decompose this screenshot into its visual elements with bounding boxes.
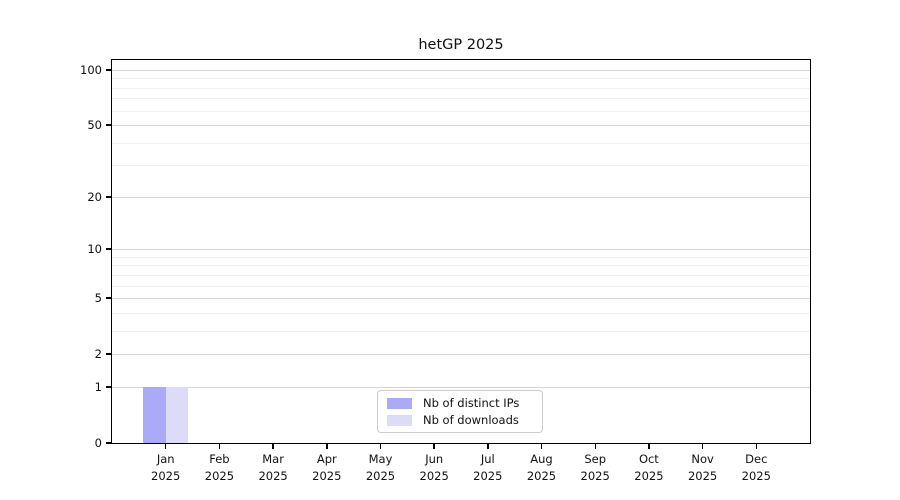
x-tick-mark xyxy=(648,444,650,449)
gridline-minor xyxy=(112,110,810,112)
x-tick-month: Jul xyxy=(480,452,495,466)
gridline-minor xyxy=(112,274,810,276)
x-tick-mark xyxy=(379,444,382,449)
x-tick-year: 2025 xyxy=(204,469,235,483)
gridline-minor xyxy=(112,78,810,80)
x-tick-label: Dec 2025 xyxy=(724,451,788,485)
x-tick-label: Jun 2025 xyxy=(402,451,466,485)
x-tick-mark xyxy=(218,444,221,449)
y-tick-mark xyxy=(106,248,111,250)
y-tick-mark xyxy=(106,69,111,71)
y-tick-label: 50 xyxy=(87,118,102,132)
x-tick-month: Sep xyxy=(584,452,607,466)
gridline-minor xyxy=(112,312,810,314)
x-tick-mark xyxy=(326,444,328,449)
gridline-minor xyxy=(112,87,810,89)
y-tick-mark xyxy=(106,196,111,198)
x-tick-month: Mar xyxy=(262,452,284,466)
x-tick-mark xyxy=(701,444,704,449)
gridline-major xyxy=(112,196,810,198)
x-tick-mark xyxy=(755,444,758,449)
x-tick-mark xyxy=(487,444,489,449)
legend-swatch-downloads xyxy=(387,414,412,426)
x-tick-label: Oct 2025 xyxy=(617,451,681,485)
gridline-major xyxy=(112,69,810,71)
gridline-major xyxy=(112,249,810,251)
x-tick-mark xyxy=(272,444,274,449)
bar-distinct-ips xyxy=(143,386,166,443)
x-tick-year: 2025 xyxy=(258,469,288,483)
y-tick-label: 10 xyxy=(87,242,102,257)
gridline-minor xyxy=(112,98,810,100)
legend-label-distinct-ips: Nb of distinct IPs xyxy=(423,396,520,410)
x-tick-mark xyxy=(433,444,435,449)
x-tick-label: Aug 2025 xyxy=(510,451,574,485)
y-tick-label: 20 xyxy=(87,189,102,204)
y-tick-label: 100 xyxy=(80,62,102,77)
x-tick-month: Jun xyxy=(425,452,444,466)
x-tick-year: 2025 xyxy=(687,469,718,483)
gridline-minor xyxy=(112,142,810,144)
x-tick-mark xyxy=(594,444,596,449)
x-tick-year: 2025 xyxy=(526,469,557,483)
x-tick-year: 2025 xyxy=(312,469,342,483)
y-tick-mark xyxy=(106,353,111,355)
x-tick-label: Jan 2025 xyxy=(134,451,198,485)
x-tick-year: 2025 xyxy=(634,469,664,483)
y-tick-label: 5 xyxy=(94,291,102,306)
gridline-major xyxy=(112,125,810,126)
legend-swatch-distinct-ips xyxy=(387,397,412,409)
x-tick-label: Mar 2025 xyxy=(241,451,305,485)
x-tick-month: Aug xyxy=(530,452,553,466)
legend-entry-downloads: Nb of downloads xyxy=(387,413,542,427)
x-tick-year: 2025 xyxy=(419,469,449,483)
gridline-major xyxy=(112,298,810,300)
gridline-minor xyxy=(112,330,810,332)
gridline-minor xyxy=(112,256,810,258)
x-tick-label: Apr 2025 xyxy=(295,451,359,485)
x-tick-label: Feb 2025 xyxy=(187,451,251,485)
x-tick-year: 2025 xyxy=(365,469,396,483)
y-tick-label: 1 xyxy=(94,379,102,394)
y-tick-label: 2 xyxy=(94,347,102,362)
y-tick-mark xyxy=(106,297,111,299)
x-tick-year: 2025 xyxy=(580,469,610,483)
bar-downloads xyxy=(165,386,189,443)
x-tick-month: Nov xyxy=(691,452,714,466)
x-tick-label: Jul 2025 xyxy=(456,451,520,485)
x-tick-mark xyxy=(164,444,167,449)
chart-title: hetGP 2025 xyxy=(418,37,504,53)
x-tick-label: Nov 2025 xyxy=(671,451,735,485)
x-tick-year: 2025 xyxy=(741,469,771,483)
y-tick-mark xyxy=(106,124,111,126)
x-tick-month: Oct xyxy=(638,452,659,466)
x-tick-mark xyxy=(540,444,543,449)
legend: Nb of distinct IPs Nb of downloads xyxy=(377,390,543,433)
gridline-major xyxy=(112,354,810,356)
plot-area xyxy=(112,60,810,443)
y-tick-label: 0 xyxy=(94,436,102,450)
gridline-major xyxy=(112,386,810,388)
x-tick-month: Apr xyxy=(316,452,337,466)
x-tick-label: May 2025 xyxy=(349,451,413,485)
legend-label-downloads: Nb of downloads xyxy=(423,413,519,427)
x-tick-month: Jan xyxy=(156,452,175,466)
y-tick-mark xyxy=(106,442,111,444)
x-tick-year: 2025 xyxy=(473,469,503,483)
x-tick-year: 2025 xyxy=(151,469,181,483)
x-tick-month: Dec xyxy=(745,452,768,466)
gridline-minor xyxy=(112,265,810,267)
y-tick-mark xyxy=(106,386,111,388)
x-tick-month: Feb xyxy=(209,452,230,466)
legend-entry-distinct-ips: Nb of distinct IPs xyxy=(387,396,542,410)
x-tick-label: Sep 2025 xyxy=(563,451,627,485)
gridline-minor xyxy=(112,165,810,167)
gridline-minor xyxy=(112,285,810,287)
x-tick-month: May xyxy=(368,452,393,466)
